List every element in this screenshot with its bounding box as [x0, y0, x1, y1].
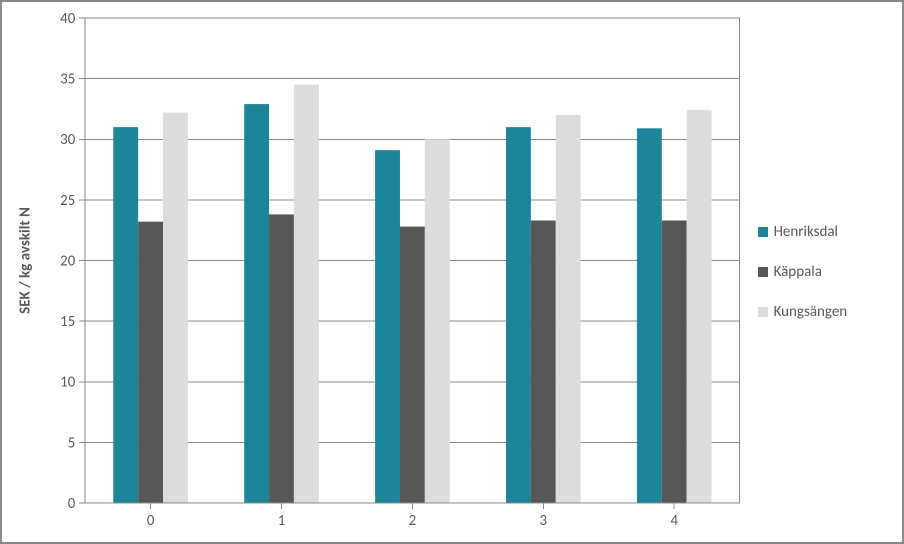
y-tick-label: 40 — [60, 10, 75, 28]
bar — [244, 104, 269, 503]
bar — [269, 214, 294, 503]
bar — [662, 220, 687, 503]
bar — [113, 127, 138, 503]
x-tick-label: 0 — [147, 512, 155, 530]
bar — [294, 85, 319, 503]
y-axis-label: SEK / kg avskilt N — [17, 207, 35, 314]
y-tick-label: 25 — [60, 192, 75, 210]
bar — [556, 115, 581, 503]
bar-chart-svg: 0 5 10 15 20 25 30 35 40 0 1 2 3 4 SEK / kg avskilt N — [8, 8, 750, 536]
bar — [138, 222, 163, 503]
legend-swatch — [758, 267, 768, 277]
y-tick-label: 30 — [60, 131, 75, 149]
bar — [375, 150, 400, 503]
legend-label: Kungsängen — [774, 303, 848, 321]
legend-label: Henriksdal — [774, 223, 838, 241]
y-tick-label: 10 — [60, 374, 75, 392]
legend-swatch — [758, 227, 768, 237]
chart-plot-area: 0 5 10 15 20 25 30 35 40 0 1 2 3 4 SEK / kg avskilt N — [8, 8, 750, 536]
y-tick-label: 0 — [68, 495, 76, 513]
y-tick-label: 15 — [60, 313, 75, 331]
bar — [687, 110, 712, 503]
bar — [425, 139, 450, 503]
legend-item: Henriksdal — [758, 223, 896, 241]
chart-frame: 051015202530354001234SEK / kg avskilt N … — [0, 0, 904, 544]
y-tick-label: 20 — [60, 252, 75, 270]
x-tick-label: 2 — [409, 512, 417, 530]
x-tick-label: 4 — [670, 512, 678, 530]
legend: Henriksdal Käppala Kungsängen — [750, 8, 896, 536]
legend-item: Kungsängen — [758, 303, 896, 321]
bar — [163, 113, 188, 503]
y-tick-label: 35 — [60, 71, 75, 89]
x-tick-label: 1 — [278, 512, 286, 530]
bar — [531, 220, 556, 503]
legend-swatch — [758, 307, 768, 317]
bar — [400, 227, 425, 503]
legend-label: Käppala — [774, 263, 822, 281]
x-tick-label: 3 — [540, 512, 548, 530]
bar — [637, 128, 662, 503]
bar — [506, 127, 531, 503]
y-tick-label: 5 — [68, 434, 76, 452]
legend-item: Käppala — [758, 263, 896, 281]
